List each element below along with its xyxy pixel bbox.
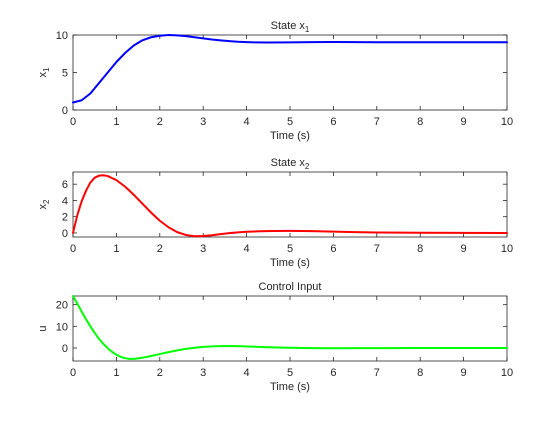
axes-box (72, 171, 508, 238)
x-tick-label: 9 (461, 367, 467, 379)
y-tick-label: 10 (56, 30, 68, 42)
chart-title: State x2 (271, 157, 310, 171)
chart-title: State x1 (271, 20, 310, 34)
x-tick-label: 10 (501, 116, 513, 128)
x-tick-label: 1 (113, 116, 119, 128)
y-tick-label: 20 (56, 300, 68, 312)
x-tick-label: 3 (200, 243, 206, 255)
x-tick-label: 8 (417, 116, 423, 128)
series-line-1 (72, 34, 508, 104)
y-tick-label: 5 (62, 68, 68, 80)
x-tick-label: 3 (200, 367, 206, 379)
axes-box (72, 34, 508, 111)
x-tick-label: 10 (501, 243, 513, 255)
x-tick-label: 5 (287, 367, 293, 379)
x-tick-label: 0 (70, 116, 76, 128)
x-tick-label: 7 (374, 116, 380, 128)
x-tick-label: 2 (157, 116, 163, 128)
x-tick-label: 1 (113, 367, 119, 379)
subplot-2: 0 1 2 3 4 5 6 7 8 9 10 0 2 4 6 State x2 Time (s) x2 (37, 157, 513, 269)
x-tick-label: 4 (244, 367, 250, 379)
axes-box (72, 295, 508, 362)
x-tick-label: 3 (200, 116, 206, 128)
y-tick-label: 0 (62, 105, 68, 117)
y-axis-label: x2 (37, 199, 51, 210)
x-tick-label: 8 (417, 367, 423, 379)
x-axis-label: Time (s) (270, 130, 310, 142)
series-line-1 (72, 174, 508, 238)
x-tick-label: 4 (244, 116, 250, 128)
x-tick-label: 4 (244, 243, 250, 255)
x-tick-label: 9 (461, 116, 467, 128)
y-axis-label-group: x2 (37, 199, 51, 210)
x-tick-label: 0 (70, 367, 76, 379)
x-tick-label: 7 (374, 367, 380, 379)
subplot-1: 0 1 2 3 4 5 6 7 8 9 10 0 5 10 State x1 Time (s) x1 (37, 20, 513, 142)
y-axis-label-group: u (37, 325, 49, 331)
y-axis-label: x1 (37, 67, 51, 78)
x-tick-label: 9 (461, 243, 467, 255)
x-tick-label: 5 (287, 116, 293, 128)
y-tick-label: 0 (62, 228, 68, 240)
x-tick-label: 1 (113, 243, 119, 255)
y-axis-label: u (37, 325, 49, 331)
series-line-1 (72, 295, 508, 360)
x-tick-label: 5 (287, 243, 293, 255)
y-tick-label: 4 (62, 195, 68, 207)
subplot-3: 0 1 2 3 4 5 6 7 8 9 10 0 10 20 Control Input Time (s) u (37, 281, 513, 393)
chart-title: Control Input (259, 281, 322, 293)
x-axis-label: Time (s) (270, 381, 310, 393)
y-tick-label: 10 (56, 321, 68, 333)
x-tick-label: 7 (374, 243, 380, 255)
y-axis-label-group: x1 (37, 67, 51, 78)
x-tick-label: 6 (330, 116, 336, 128)
x-axis-label: Time (s) (270, 257, 310, 269)
x-tick-label: 2 (157, 243, 163, 255)
y-tick-label: 2 (62, 212, 68, 224)
x-tick-label: 6 (330, 243, 336, 255)
x-tick-label: 2 (157, 367, 163, 379)
x-tick-label: 0 (70, 243, 76, 255)
x-tick-label: 10 (501, 367, 513, 379)
x-tick-label: 8 (417, 243, 423, 255)
y-tick-label: 6 (62, 179, 68, 191)
y-tick-label: 0 (62, 343, 68, 355)
x-tick-label: 6 (330, 367, 336, 379)
